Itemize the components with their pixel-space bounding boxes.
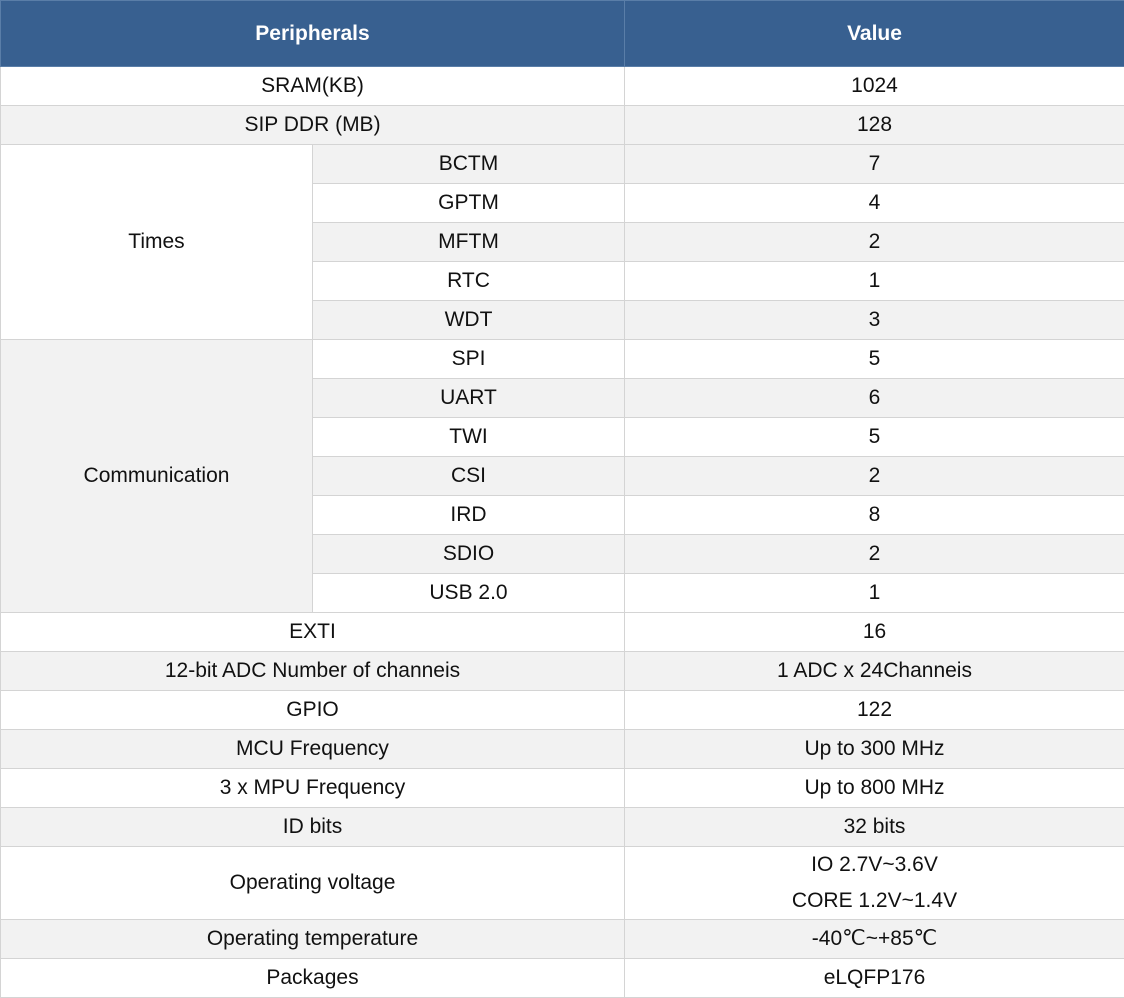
group-cell: Communication <box>1 340 313 613</box>
name-cell: 3 x MPU Frequency <box>1 769 625 808</box>
name-cell: Operating voltage <box>1 847 625 920</box>
value-text: eLQFP176 <box>625 960 1124 996</box>
header-cell: Peripherals <box>1 1 625 67</box>
value-cell: eLQFP176 <box>625 959 1124 998</box>
value-cell: 1 <box>625 262 1124 301</box>
value-cell: 5 <box>625 418 1124 457</box>
value-text: 122 <box>625 692 1124 728</box>
value-cell: 5 <box>625 340 1124 379</box>
name-cell: EXTI <box>1 613 625 652</box>
value-text: 128 <box>625 107 1124 143</box>
name-cell: USB 2.0 <box>313 574 625 613</box>
value-text: 32 bits <box>625 809 1124 845</box>
name-cell: ID bits <box>1 808 625 847</box>
value-text: 5 <box>625 341 1124 377</box>
value-text: 16 <box>625 614 1124 650</box>
value-text: 8 <box>625 497 1124 533</box>
value-text: Up to 300 MHz <box>625 731 1124 767</box>
value-text: 4 <box>625 185 1124 221</box>
name-cell: TWI <box>313 418 625 457</box>
value-text: 2 <box>625 224 1124 260</box>
name-cell: Operating temperature <box>1 920 625 959</box>
row: Operating temperature-40℃~+85℃ <box>1 920 1124 959</box>
value-cell: 1 ADC x 24Channeis <box>625 652 1124 691</box>
value-cell: 122 <box>625 691 1124 730</box>
value-cell: 1024 <box>625 67 1124 106</box>
group-cell: Times <box>1 145 313 340</box>
value-text: CORE 1.2V~1.4V <box>625 883 1124 919</box>
value-cell: Up to 300 MHz <box>625 730 1124 769</box>
value-text: 1 <box>625 263 1124 299</box>
header-cell: Value <box>625 1 1124 67</box>
name-cell: RTC <box>313 262 625 301</box>
name-cell: SIP DDR (MB) <box>1 106 625 145</box>
value-text: 1024 <box>625 68 1124 104</box>
name-cell: MFTM <box>313 223 625 262</box>
value-cell: 16 <box>625 613 1124 652</box>
name-cell: SPI <box>313 340 625 379</box>
value-text: 2 <box>625 536 1124 572</box>
value-text: 7 <box>625 146 1124 182</box>
name-cell: BCTM <box>313 145 625 184</box>
value-cell: 7 <box>625 145 1124 184</box>
name-cell: IRD <box>313 496 625 535</box>
row: SIP DDR (MB)128 <box>1 106 1124 145</box>
name-cell: CSI <box>313 457 625 496</box>
value-cell: 128 <box>625 106 1124 145</box>
value-text: 6 <box>625 380 1124 416</box>
name-cell: UART <box>313 379 625 418</box>
value-text: 1 ADC x 24Channeis <box>625 653 1124 689</box>
value-cell: 2 <box>625 223 1124 262</box>
value-text: IO 2.7V~3.6V <box>625 847 1124 883</box>
name-cell: WDT <box>313 301 625 340</box>
name-cell: GPTM <box>313 184 625 223</box>
name-cell: MCU Frequency <box>1 730 625 769</box>
name-cell: SRAM(KB) <box>1 67 625 106</box>
value-cell: 3 <box>625 301 1124 340</box>
row: SRAM(KB)1024 <box>1 67 1124 106</box>
value-cell: 32 bits <box>625 808 1124 847</box>
header-row: Peripherals Value <box>1 1 1124 67</box>
name-cell: 12-bit ADC Number of channeis <box>1 652 625 691</box>
value-cell: 1 <box>625 574 1124 613</box>
value-cell: 8 <box>625 496 1124 535</box>
value-text: Up to 800 MHz <box>625 770 1124 806</box>
value-text: -40℃~+85℃ <box>625 921 1124 957</box>
name-cell: GPIO <box>1 691 625 730</box>
name-cell: SDIO <box>313 535 625 574</box>
value-cell: -40℃~+85℃ <box>625 920 1124 959</box>
value-text: 3 <box>625 302 1124 338</box>
value-text: 5 <box>625 419 1124 455</box>
value-cell: 4 <box>625 184 1124 223</box>
value-text: 1 <box>625 575 1124 611</box>
value-cell: 2 <box>625 457 1124 496</box>
value-text: 2 <box>625 458 1124 494</box>
value-cell: Up to 800 MHz <box>625 769 1124 808</box>
value-cell: 6 <box>625 379 1124 418</box>
name-cell: Packages <box>1 959 625 998</box>
value-cell: 2 <box>625 535 1124 574</box>
